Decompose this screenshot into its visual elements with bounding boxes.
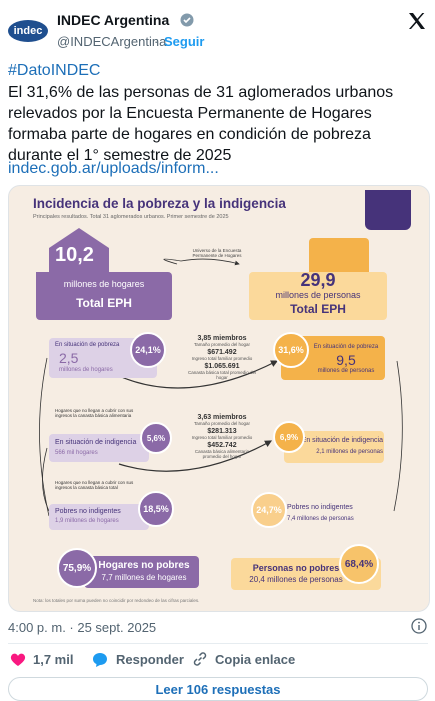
stat: $281.313 <box>207 428 237 435</box>
stat: $1.065.691 <box>204 363 240 370</box>
households-total-label: Total EPH <box>76 296 132 310</box>
poverty-persons-unit: millones de personas <box>317 368 375 374</box>
read-replies-button[interactable]: Leer 106 respuestas <box>8 677 428 701</box>
persons-total-value: 29,9 <box>300 270 336 290</box>
indigence-stats: 3,63 miembros Tamaño promedio del hogar … <box>187 414 257 461</box>
logo-box <box>365 190 411 230</box>
poverty-persons-value: 9,5 <box>336 352 356 368</box>
households-total-value: 10,2 <box>55 244 94 266</box>
handle[interactable]: @INDECArgentina <box>57 34 167 49</box>
non-poor-persons-label: Personas no pobres <box>252 563 340 573</box>
non-indigent-persons-percent: 24,7% <box>251 492 287 528</box>
non-indigent-households-label: Pobres no indigentes <box>55 508 121 515</box>
households-total-box <box>36 272 172 320</box>
indigence-households-percent: 5,6% <box>140 422 172 454</box>
indigence-note: Hogares que no llegan a cubrir con sus i… <box>55 408 134 419</box>
non-indigent-households-value: 1,9 millones de hogares <box>55 518 119 524</box>
non-indigent-persons-value: 7,4 millones de personas <box>287 516 354 522</box>
non-indigent-note: Hogares que no llegan a cubrir con sus i… <box>55 480 134 491</box>
stat-caption: Ingreso total familiar promedio <box>191 356 253 361</box>
arrows <box>39 258 403 517</box>
separator: · <box>154 34 159 49</box>
reply-icon[interactable] <box>92 652 108 667</box>
persons-total-box <box>249 272 387 320</box>
non-poor-households-percent: 75,9% <box>57 548 97 588</box>
copy-link-icon[interactable] <box>192 651 208 667</box>
stat-caption: Ingreso total familiar promedio <box>191 435 253 440</box>
like-count[interactable]: 1,7 mil <box>33 652 74 667</box>
non-indigent-households-percent: 18,5% <box>138 491 174 527</box>
hashtag[interactable]: #DatoINDEC <box>8 62 101 79</box>
poverty-households-unit: millones de hogares <box>59 367 113 373</box>
indigence-persons-percent: 6,9% <box>273 421 305 453</box>
poverty-households-label: En situación de pobreza <box>55 342 120 348</box>
infographic-subtitle: Principales resultados. Total 31 aglomer… <box>33 214 229 220</box>
households-total-unit: millones de hogares <box>63 279 145 289</box>
divider <box>8 643 428 644</box>
verified-badge <box>180 13 194 27</box>
stat-caption: Canasta básica alimentaria promedio del … <box>194 449 250 459</box>
avatar[interactable]: indec <box>8 20 48 42</box>
indigence-households-box <box>49 434 149 462</box>
like-icon[interactable] <box>10 652 26 667</box>
infographic-title: Incidencia de la pobreza y la indigencia <box>33 196 286 211</box>
x-logo[interactable] <box>408 12 426 30</box>
post-link[interactable]: indec.gob.ar/uploads/inform... <box>8 160 219 177</box>
non-poor-households-label: Hogares no pobres <box>98 560 190 571</box>
copy-link-button[interactable]: Copia enlace <box>215 652 296 667</box>
stat-caption: Tamaño promedio del hogar <box>193 342 251 347</box>
reply-button[interactable]: Responder <box>116 652 184 667</box>
stat-caption: Canasta básica total promedio del hogar <box>187 370 257 380</box>
universe-label: Universo de la Encuesta Permanente de Ho… <box>192 248 242 259</box>
persons-total-label: Total EPH <box>290 302 346 316</box>
persons-total-unit: millones de personas <box>275 290 361 300</box>
non-poor-households-box <box>84 556 199 588</box>
non-poor-persons-percent: 68,4% <box>339 544 379 584</box>
non-poor-persons-value: 20,4 millones de personas <box>249 575 343 584</box>
post-text: El 31,6% de las personas de 31 aglomerad… <box>8 84 394 164</box>
poverty-households-percent: 24,1% <box>130 332 166 368</box>
indigence-households-value: 566 mil hogares <box>55 450 98 456</box>
poverty-households-value: 2,5 <box>59 350 79 366</box>
display-name[interactable]: INDEC Argentina <box>57 12 170 28</box>
indigence-persons-value: 2,1 millones de personas <box>316 449 383 455</box>
follow-button[interactable]: Seguir <box>164 34 205 49</box>
poverty-persons-label: En situación de pobreza <box>313 344 379 350</box>
persons-icon-bg <box>309 238 369 272</box>
poverty-stats: 3,85 miembros Tamaño promedio del hogar … <box>187 335 257 382</box>
timestamp[interactable]: 4:00 p. m. · 25 sept. 2025 <box>8 620 157 635</box>
stat: 3,85 miembros <box>197 335 247 342</box>
indigence-households-label: En situación de indigencia <box>55 439 137 446</box>
info-icon[interactable] <box>411 618 427 634</box>
footnote: Nota: los totales por suma pueden no coi… <box>33 598 200 603</box>
infographic[interactable]: Incidencia de la pobreza y la indigencia… <box>8 185 430 612</box>
non-poor-households-value: 7,7 millones de hogares <box>101 573 187 582</box>
stat: $671.492 <box>207 349 237 356</box>
stat: 3,63 miembros <box>197 414 247 421</box>
stat: $452.742 <box>207 442 237 449</box>
non-indigent-persons-label: Pobres no indigentes <box>287 504 353 511</box>
poverty-persons-percent: 31,6% <box>273 332 309 368</box>
non-indigent-households-box <box>49 504 149 530</box>
indigence-persons-label: En situación de indigencia <box>301 437 383 444</box>
stat-caption: Tamaño promedio del hogar <box>193 421 251 426</box>
house-icon <box>49 228 109 273</box>
